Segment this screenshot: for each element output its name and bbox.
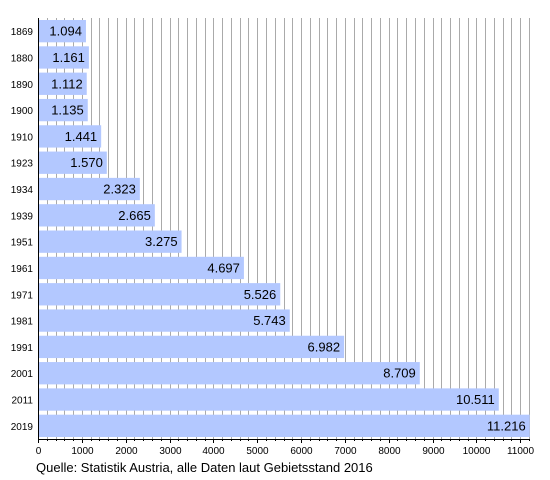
y-tick-label-2011: 2011 — [11, 396, 33, 407]
bar-value-label-1971: 5.526 — [244, 287, 277, 302]
bar-1939 — [38, 204, 155, 227]
bar-1991 — [38, 335, 345, 359]
x-tick-label-0: 0 — [36, 446, 42, 457]
bar-1961 — [38, 256, 244, 280]
bar-1869 — [38, 20, 86, 43]
bar-2001 — [38, 362, 420, 385]
x-tick-label-6000: 6000 — [290, 446, 313, 457]
x-tick-label-4000: 4000 — [202, 446, 225, 457]
bar-value-label-1939: 2.665 — [118, 208, 151, 223]
bar-value-label-1880: 1.161 — [52, 50, 85, 65]
bar-value-label-1951: 3.275 — [145, 234, 178, 249]
x-tick-label-11000: 11000 — [507, 446, 535, 457]
x-tick-label-1000: 1000 — [71, 446, 94, 457]
bar-value-label-2019: 11.216 — [487, 418, 526, 433]
y-tick-label-1869: 1869 — [11, 27, 34, 38]
x-tick-label-5000: 5000 — [246, 446, 269, 457]
y-tick-label-2001: 2001 — [11, 369, 34, 380]
y-tick-label-1910: 1910 — [11, 132, 34, 143]
y-tick-label-1961: 1961 — [11, 264, 34, 275]
bar-value-label-1923: 1.570 — [70, 155, 103, 170]
bar-value-label-2001: 8.709 — [383, 366, 416, 381]
y-tick-label-1890: 1890 — [11, 80, 34, 91]
bar-1981 — [38, 309, 290, 332]
x-tick-label-7000: 7000 — [334, 446, 357, 457]
y-tick-label-1934: 1934 — [11, 185, 34, 196]
bar-value-label-1981: 5.743 — [253, 313, 286, 328]
bar-1971 — [38, 283, 281, 306]
bar-1890 — [38, 72, 87, 95]
bar-1900 — [38, 98, 88, 122]
bar-value-label-1934: 2.323 — [103, 182, 136, 197]
bar-value-label-1890: 1.112 — [51, 76, 83, 91]
chart-source-note: Quelle: Statistik Austria, alle Daten la… — [36, 460, 373, 475]
bar-value-label-1961: 4.697 — [207, 260, 240, 275]
y-tick-label-1981: 1981 — [11, 317, 34, 328]
y-tick-label-1900: 1900 — [11, 106, 34, 117]
bar-value-label-1869: 1.094 — [49, 24, 82, 39]
bar-value-label-1900: 1.135 — [51, 103, 84, 118]
bar-chart: 1.094 1869 1.161 1880 1.112 1890 1.135 1900 1.44… — [11, 18, 535, 457]
bar-2011 — [38, 388, 499, 411]
bar-1934 — [38, 177, 140, 201]
bar-value-label-1991: 6.982 — [308, 339, 341, 354]
bar-1951 — [38, 230, 182, 253]
x-tick-label-3000: 3000 — [159, 446, 182, 457]
x-tick-label-9000: 9000 — [422, 446, 445, 457]
bar-1880 — [38, 46, 89, 69]
bar-1910 — [38, 125, 102, 148]
y-tick-label-1939: 1939 — [11, 211, 34, 222]
x-tick-label-8000: 8000 — [378, 446, 401, 457]
y-tick-label-1880: 1880 — [11, 53, 34, 64]
y-tick-label-1951: 1951 — [11, 238, 34, 249]
y-tick-label-1971: 1971 — [11, 290, 34, 301]
bar-value-label-2011: 10.511 — [456, 392, 495, 407]
x-tick-label-10000: 10000 — [463, 446, 491, 457]
y-tick-label-2019: 2019 — [11, 422, 34, 433]
y-tick-label-1923: 1923 — [11, 159, 34, 170]
y-tick-label-1991: 1991 — [11, 343, 34, 354]
bar-2019 — [38, 414, 530, 437]
x-tick-label-2000: 2000 — [115, 446, 138, 457]
bar-1923 — [38, 151, 107, 174]
bar-value-label-1910: 1.441 — [65, 129, 98, 144]
